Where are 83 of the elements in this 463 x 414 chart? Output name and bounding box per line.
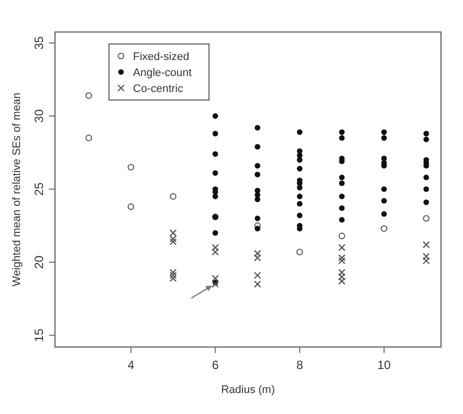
point xyxy=(254,280,262,288)
point xyxy=(338,232,346,240)
point xyxy=(170,193,176,200)
point xyxy=(423,186,430,192)
point xyxy=(381,198,387,204)
point xyxy=(212,151,218,157)
point xyxy=(254,250,262,258)
x-tick-label: 4 xyxy=(128,358,135,372)
y-axis-title: Weighted mean of relative SEs of mean xyxy=(11,92,23,286)
point xyxy=(254,226,260,232)
point xyxy=(338,257,346,264)
point xyxy=(212,113,218,119)
point xyxy=(338,278,346,285)
point xyxy=(339,174,345,180)
point xyxy=(254,222,261,229)
point xyxy=(339,194,345,200)
point xyxy=(170,274,177,282)
point xyxy=(212,230,218,236)
point xyxy=(338,268,346,276)
point xyxy=(212,274,219,282)
point xyxy=(170,235,177,242)
point xyxy=(339,205,345,211)
point xyxy=(296,166,302,172)
x-tick-label: 6 xyxy=(212,358,219,372)
legend-label: Co-centric xyxy=(133,83,184,95)
point xyxy=(422,215,430,222)
point xyxy=(296,212,302,218)
point xyxy=(338,244,346,252)
point xyxy=(380,225,388,232)
point xyxy=(212,244,219,252)
y-tick-label: 20 xyxy=(32,255,46,269)
point xyxy=(296,194,302,200)
point xyxy=(338,254,346,262)
y-tick-label: 25 xyxy=(32,182,46,196)
point xyxy=(212,248,219,256)
point xyxy=(422,252,430,260)
point xyxy=(381,211,387,217)
point xyxy=(254,272,262,279)
legend-label: Fixed-sized xyxy=(133,51,190,63)
point xyxy=(254,196,260,202)
point xyxy=(423,174,430,180)
point xyxy=(381,186,387,192)
point xyxy=(339,129,345,135)
point xyxy=(423,136,430,142)
point xyxy=(212,280,219,288)
point xyxy=(423,130,430,136)
x-tick-label: 8 xyxy=(296,358,304,372)
point xyxy=(339,180,345,186)
point xyxy=(381,129,387,135)
point xyxy=(254,124,260,131)
point xyxy=(170,238,177,246)
point xyxy=(128,164,134,171)
point xyxy=(422,241,430,248)
point xyxy=(296,248,303,256)
point xyxy=(296,200,302,207)
point xyxy=(254,254,262,262)
point xyxy=(422,257,430,264)
x-tick-label: 10 xyxy=(377,358,392,372)
point xyxy=(170,272,177,279)
legend-label: Angle-count xyxy=(133,67,192,79)
point xyxy=(338,273,346,280)
point xyxy=(296,157,302,163)
y-tick-label: 35 xyxy=(32,36,46,50)
point xyxy=(423,199,430,206)
point xyxy=(212,194,218,200)
point xyxy=(296,129,302,135)
point xyxy=(254,216,260,222)
point xyxy=(254,144,260,150)
point xyxy=(212,130,218,136)
point xyxy=(85,92,92,99)
y-tick-label: 15 xyxy=(32,328,46,342)
y-tick-label: 30 xyxy=(32,109,46,123)
point xyxy=(254,172,260,178)
point xyxy=(339,135,345,141)
point xyxy=(170,268,177,276)
point xyxy=(212,170,218,176)
point xyxy=(128,203,134,210)
point xyxy=(381,135,387,141)
point xyxy=(339,217,345,223)
point xyxy=(170,229,177,237)
point xyxy=(85,134,92,142)
x-axis-title: Radius (m) xyxy=(221,384,275,396)
point xyxy=(254,162,260,169)
